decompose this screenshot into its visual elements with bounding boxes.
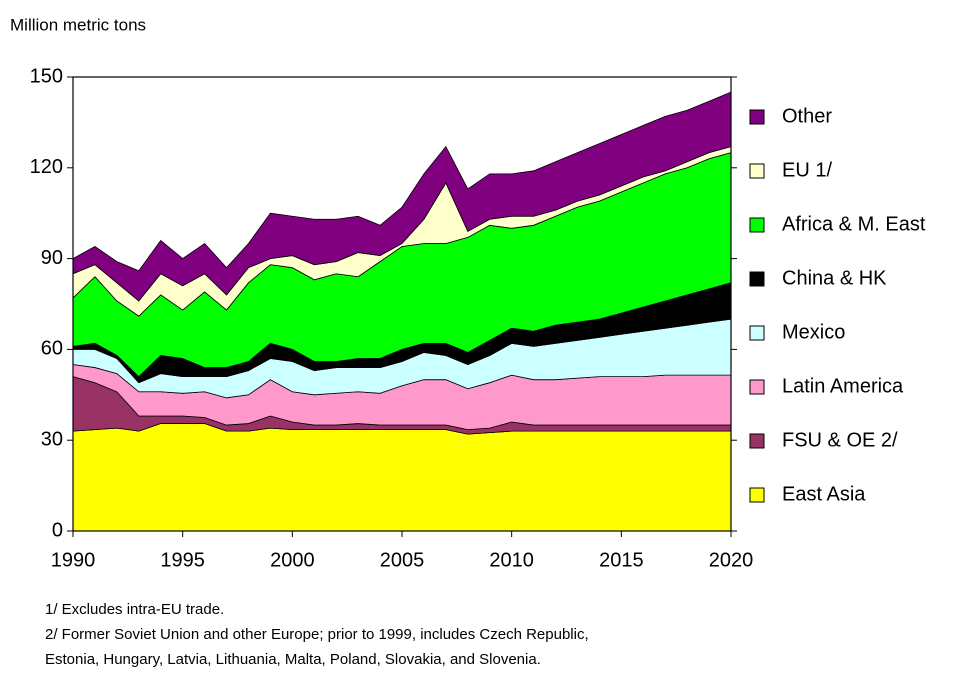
legend-swatch bbox=[749, 379, 765, 395]
legend-label: Africa & M. East bbox=[782, 213, 926, 235]
x-tick-label: 2015 bbox=[599, 549, 644, 571]
footnote: Estonia, Hungary, Latvia, Lithuania, Mal… bbox=[45, 651, 541, 668]
footnote: 1/ Excludes intra-EU trade. bbox=[45, 601, 224, 618]
x-tick-label: 2010 bbox=[489, 549, 534, 571]
y-tick-label: 0 bbox=[52, 519, 63, 541]
y-tick-label: 30 bbox=[41, 428, 63, 450]
legend-swatch bbox=[749, 325, 765, 341]
legend-label: China & HK bbox=[782, 267, 887, 289]
legend-label: East Asia bbox=[782, 483, 866, 505]
legend-label: EU 1/ bbox=[782, 159, 832, 181]
legend-label: Latin America bbox=[782, 375, 904, 397]
legend-label: FSU & OE 2/ bbox=[782, 429, 898, 451]
legend-swatch bbox=[749, 109, 765, 125]
y-tick-label: 90 bbox=[41, 247, 63, 269]
legend-swatch bbox=[749, 217, 765, 233]
x-tick-label: 2020 bbox=[709, 549, 754, 571]
x-tick-label: 2000 bbox=[270, 549, 315, 571]
x-tick-label: 2005 bbox=[380, 549, 425, 571]
legend-swatch bbox=[749, 163, 765, 179]
legend-swatch bbox=[749, 271, 765, 287]
x-tick-label: 1995 bbox=[160, 549, 205, 571]
y-axis-label: Million metric tons bbox=[10, 15, 146, 34]
legend-swatch bbox=[749, 487, 765, 503]
legend-label: Mexico bbox=[782, 321, 845, 343]
y-tick-label: 120 bbox=[30, 156, 63, 178]
y-tick-label: 150 bbox=[30, 65, 63, 87]
area bbox=[72, 423, 732, 532]
footnote: 2/ Former Soviet Union and other Europe;… bbox=[45, 626, 589, 643]
y-tick-label: 60 bbox=[41, 338, 63, 360]
legend-label: Other bbox=[782, 105, 832, 127]
legend-swatch bbox=[749, 433, 765, 449]
x-tick-label: 1990 bbox=[51, 549, 96, 571]
